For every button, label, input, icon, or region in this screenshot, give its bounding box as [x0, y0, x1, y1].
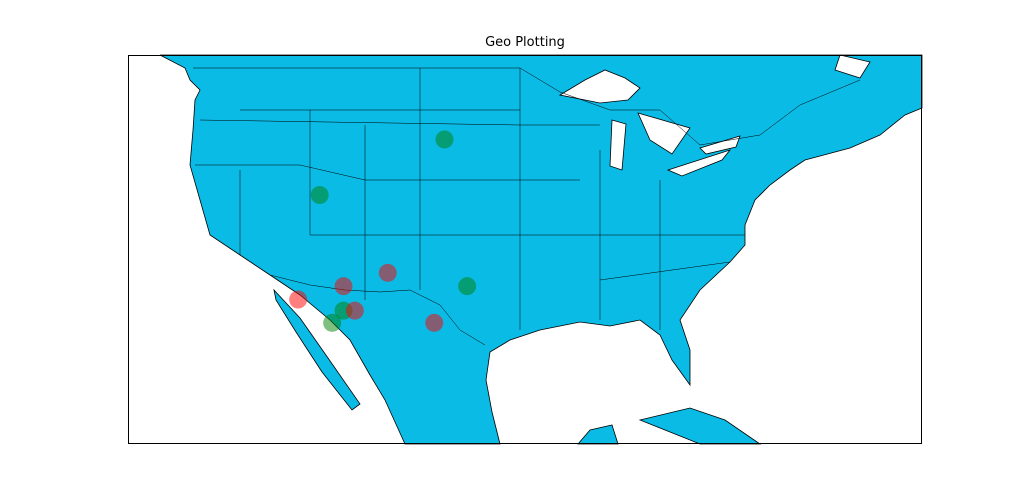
- point: [378, 263, 397, 282]
- state-border: [599, 261, 731, 281]
- point: [425, 313, 444, 332]
- yucatan: [577, 424, 619, 445]
- baja-california: [273, 288, 361, 411]
- state-border: [195, 164, 580, 181]
- point: [334, 277, 353, 296]
- lake-michigan: [609, 119, 627, 171]
- lake-erie: [666, 149, 732, 177]
- gulf-of-st-lawrence: [834, 54, 871, 79]
- mainland: [159, 54, 923, 445]
- us-mexico-border: [269, 274, 486, 346]
- state-border: [309, 110, 745, 236]
- point: [458, 277, 477, 296]
- lake-huron: [637, 112, 691, 155]
- lake-ontario: [699, 135, 741, 155]
- state-border: [199, 119, 600, 126]
- point: [323, 313, 342, 332]
- point: [435, 130, 454, 149]
- cuba: [638, 407, 762, 445]
- map-title: Geo Plotting: [485, 35, 565, 50]
- point: [289, 290, 308, 309]
- point: [345, 301, 364, 320]
- hudson-bay: [558, 69, 641, 104]
- basemap: [159, 54, 923, 445]
- point: [310, 186, 329, 205]
- map-frame: [128, 55, 922, 444]
- us-canada-border: [193, 67, 861, 146]
